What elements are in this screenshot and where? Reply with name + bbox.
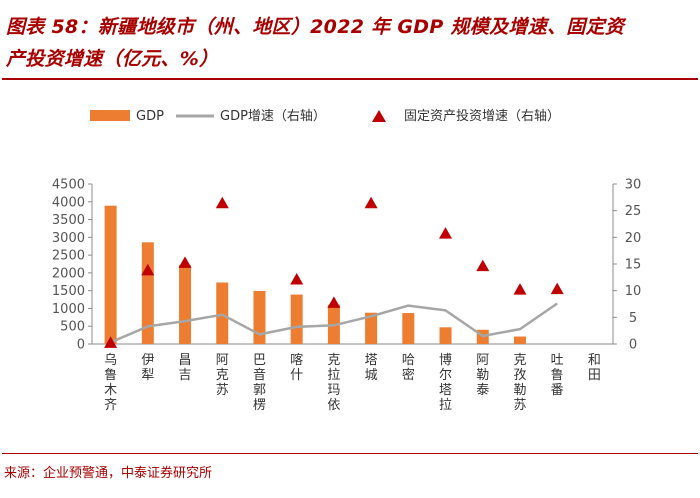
marker-fai-growth xyxy=(476,259,490,272)
category-label: 塔城 xyxy=(365,353,378,383)
category-label: 克孜勒苏 xyxy=(513,353,526,413)
legend-label-gdp-growth: GDP增速（右轴） xyxy=(220,109,326,124)
marker-fai-growth xyxy=(141,263,155,276)
footer-divider xyxy=(2,453,698,454)
legend-label-fai-growth: 固定资产投资增速（右轴） xyxy=(404,108,560,124)
category-label: 喀什 xyxy=(290,352,303,383)
y-right-tick-label: 5 xyxy=(629,311,637,326)
line-gdp-growth xyxy=(110,302,558,344)
bar-gdp xyxy=(439,327,452,344)
bar-gdp xyxy=(179,265,192,344)
y-right-tick-label: 15 xyxy=(625,258,642,273)
y-left-tick-label: 4500 xyxy=(52,178,85,193)
category-label: 阿勒泰 xyxy=(476,353,489,398)
category-label: 克拉玛依 xyxy=(327,353,340,413)
marker-fai-growth xyxy=(290,273,304,285)
bar-gdp xyxy=(253,291,266,344)
marker-fai-growth xyxy=(178,256,192,268)
marker-fai-growth xyxy=(513,283,527,295)
y-left-tick-label: 500 xyxy=(60,320,85,335)
category-label: 乌鲁木齐 xyxy=(104,352,117,413)
marker-fai-growth xyxy=(327,296,341,308)
bar-gdp xyxy=(513,336,526,344)
bar-gdp xyxy=(365,312,378,344)
y-left-tick-label: 2500 xyxy=(52,249,85,264)
line-series-gdp-growth xyxy=(110,302,558,344)
marker-fai-growth xyxy=(215,196,229,209)
bar-gdp xyxy=(402,313,415,344)
category-label: 昌吉 xyxy=(179,353,192,383)
legend-label-gdp: GDP xyxy=(136,109,164,124)
category-label: 吐鲁番 xyxy=(551,353,564,398)
legend-swatch-gdp xyxy=(90,110,130,121)
y-right-tick-label: 25 xyxy=(625,204,642,219)
y-right-tick-label: 30 xyxy=(625,178,642,193)
y-left-tick-label: 0 xyxy=(77,338,85,353)
legend-swatch-fai-growth xyxy=(372,110,386,122)
bar-gdp xyxy=(290,294,303,344)
marker-fai-growth xyxy=(364,196,378,209)
bar-gdp xyxy=(104,205,117,344)
category-label: 哈密 xyxy=(402,353,415,383)
y-right-tick-label: 10 xyxy=(625,284,642,299)
y-left-tick-label: 3000 xyxy=(52,231,85,246)
y-left-tick-label: 1500 xyxy=(52,284,85,299)
y-left-tick-label: 1000 xyxy=(52,302,85,317)
marker-fai-growth xyxy=(439,227,452,239)
title-divider xyxy=(2,78,698,80)
bar-gdp xyxy=(216,282,229,344)
y-left-tick-label: 2000 xyxy=(52,266,85,281)
category-label: 巴音郭楞 xyxy=(253,353,266,413)
axes: 0 500 1000 1500 2000 2500 3000 3500 4000 4500 0 5 10… xyxy=(52,178,641,353)
marker-fai-growth xyxy=(550,282,564,295)
y-left-tick-label: 4000 xyxy=(52,195,85,210)
figure-title-line1: 图表 58：新疆地级市（州、地区）2022 年 GDP 规模及增速、固定资 xyxy=(6,16,625,38)
y-left-tick-label: 3500 xyxy=(52,213,85,228)
y-right-tick-label: 0 xyxy=(629,338,637,353)
figure-title-line2: 产投资增速（亿元、%） xyxy=(6,48,219,70)
category-label: 和田 xyxy=(588,353,601,383)
bar-series-gdp xyxy=(104,205,526,344)
y-right-tick-label: 20 xyxy=(625,231,642,246)
category-label: 伊犁 xyxy=(141,353,154,383)
source-note: 来源：企业预警通，中泰证券研究所 xyxy=(4,466,213,481)
marker-fai-growth xyxy=(104,336,118,348)
marker-series-fai-growth xyxy=(104,196,564,348)
category-label: 阿克苏 xyxy=(216,353,229,398)
bar-gdp xyxy=(141,242,154,344)
category-label: 博尔塔拉 xyxy=(439,353,452,413)
legend: GDP GDP增速（右轴） 固定资产投资增速（右轴） xyxy=(90,108,560,124)
